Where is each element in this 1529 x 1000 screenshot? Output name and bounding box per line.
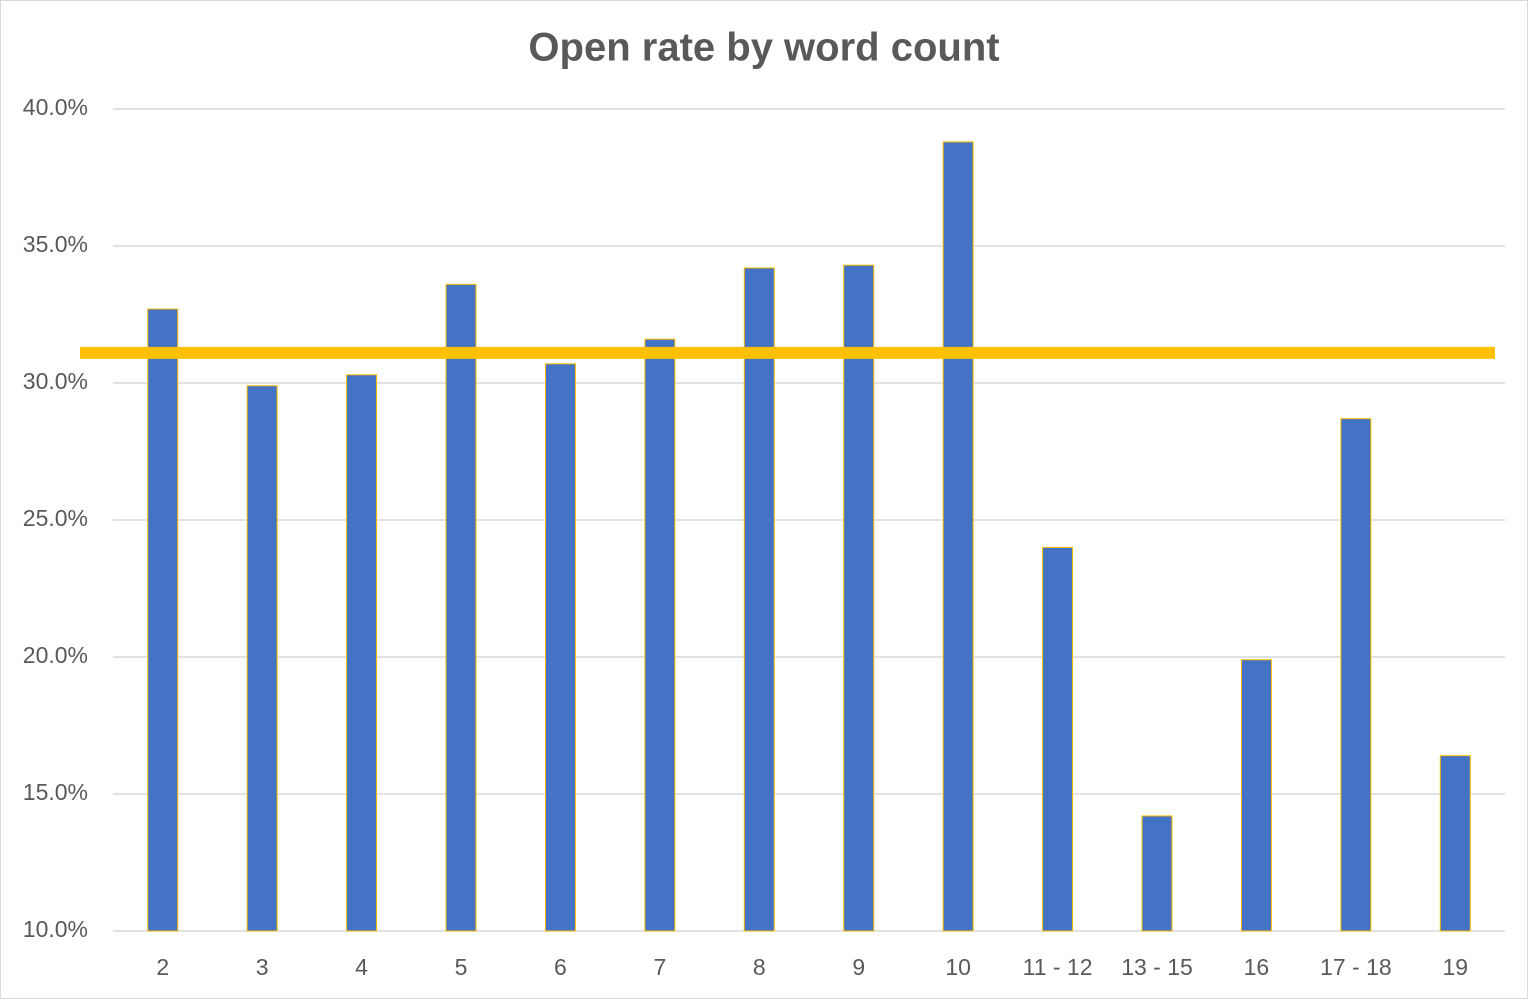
y-tick-label: 35.0% (23, 231, 88, 257)
x-tick-label: 3 (256, 954, 269, 980)
y-tick-label: 25.0% (23, 505, 88, 531)
bar (1340, 418, 1372, 932)
x-tick-label: 13 - 15 (1121, 954, 1193, 980)
bar (843, 264, 875, 932)
bar (147, 308, 179, 932)
bar (1439, 755, 1471, 932)
y-tick-label: 40.0% (23, 94, 88, 120)
x-tick-label: 10 (945, 954, 971, 980)
x-tick-label: 11 - 12 (1023, 954, 1093, 980)
y-tick-label: 15.0% (23, 779, 88, 805)
x-tick-label: 9 (852, 954, 865, 980)
bar (743, 267, 775, 932)
chart-title: Open rate by word count (528, 26, 999, 70)
y-tick-label: 30.0% (23, 368, 88, 394)
x-tick-label: 2 (156, 954, 169, 980)
x-tick-label: 5 (455, 954, 468, 980)
bar (942, 141, 974, 932)
x-tick-label: 8 (753, 954, 766, 980)
x-tick-label: 16 (1244, 954, 1270, 980)
bar (445, 283, 477, 932)
bar (1240, 659, 1272, 932)
bar (544, 363, 576, 932)
x-tick-label: 4 (355, 954, 368, 980)
y-tick-label: 10.0% (23, 916, 88, 942)
x-tick-label: 7 (653, 954, 666, 980)
y-tick-label: 20.0% (23, 642, 88, 668)
bar (346, 374, 378, 932)
bar (1141, 815, 1173, 932)
x-tick-label: 19 (1442, 954, 1468, 980)
bar (246, 385, 278, 932)
bar (644, 338, 676, 932)
bar (1042, 546, 1074, 932)
x-tick-label: 6 (554, 954, 567, 980)
x-tick-label: 17 - 18 (1320, 954, 1392, 980)
